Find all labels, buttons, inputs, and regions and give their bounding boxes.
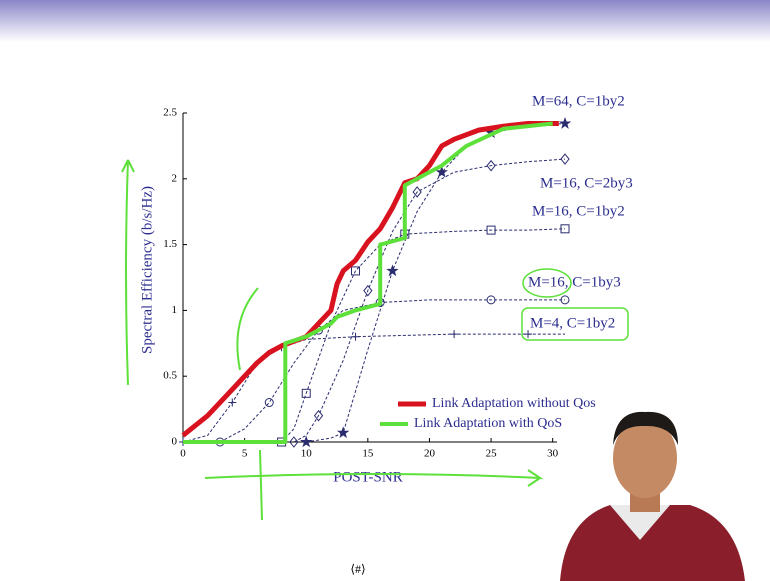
legend-label: Link Adaptation with QoS (414, 416, 562, 431)
marker (228, 399, 236, 407)
slide: 0 5 10 15 20 25 30 0 0.5 1 1.5 2 2.5 POST-SNR Spectral… (0, 0, 770, 581)
series-label: M=4, C=1by2 (530, 315, 615, 331)
x-tick-label: 30 (547, 448, 559, 460)
annotation-arrow (122, 160, 134, 385)
x-axis-label: POST-SNR (333, 469, 402, 485)
legend-label: Link Adaptation without Qos (432, 396, 596, 411)
y-tick-label: 1.5 (163, 238, 177, 250)
marker (561, 154, 569, 164)
marker (560, 119, 570, 128)
marker (265, 399, 273, 407)
series-line (183, 124, 553, 443)
footer: ⟨#⟩ (350, 562, 365, 576)
x-tick-label: 5 (242, 448, 248, 460)
y-tick-label: 1 (172, 304, 178, 316)
series-line (183, 124, 559, 436)
annotation-stroke (237, 288, 262, 520)
marker (450, 330, 458, 338)
x-tick-label: 15 (362, 448, 374, 460)
chart: 0 5 10 15 20 25 30 0 0.5 1 1.5 2 2.5 POST-SNR Spectral… (139, 93, 632, 485)
x-tick-label: 25 (486, 448, 498, 460)
series-label: M=16, C=2by3 (540, 175, 633, 191)
series-label: M=16, C=1by2 (532, 203, 625, 219)
series-label: M=64, C=1by2 (532, 93, 625, 109)
x-tick-label: 0 (180, 448, 186, 460)
marker (388, 266, 398, 275)
y-tick-label: 0 (172, 436, 178, 448)
y-axis-label: Spectral Efficiency (b/s/Hz) (139, 186, 155, 354)
y-tick-label: 0.5 (163, 370, 177, 382)
y-tick-label: 2 (172, 172, 178, 184)
marker (302, 437, 312, 446)
presenter (560, 412, 745, 581)
header-band (0, 0, 770, 42)
x-tick-label: 10 (301, 448, 313, 460)
marker (338, 428, 348, 437)
series-line (306, 124, 565, 443)
series-label: M=16, C=1by3 (528, 274, 621, 290)
x-tick-label: 20 (424, 448, 436, 460)
y-tick-label: 2.5 (163, 107, 177, 119)
